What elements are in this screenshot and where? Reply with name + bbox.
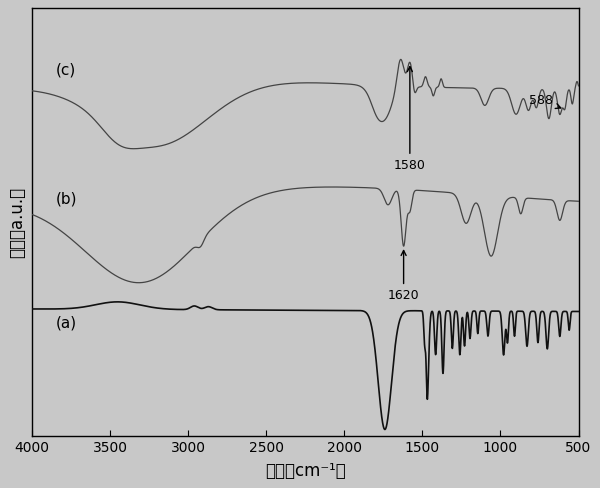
Text: (c): (c) — [55, 62, 76, 78]
Text: (a): (a) — [55, 315, 76, 330]
Y-axis label: 强度（a.u.）: 强度（a.u.） — [8, 186, 26, 258]
Text: (b): (b) — [55, 192, 77, 206]
Text: 1620: 1620 — [388, 250, 419, 302]
Text: 1580: 1580 — [394, 66, 426, 172]
Text: 588: 588 — [529, 94, 561, 108]
X-axis label: 波数（cm⁻¹）: 波数（cm⁻¹） — [265, 462, 346, 480]
